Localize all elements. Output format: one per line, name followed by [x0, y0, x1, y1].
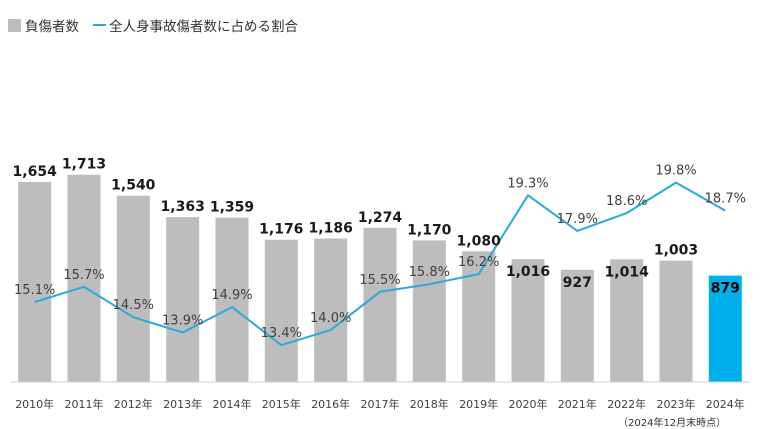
legend-line-swatch — [93, 24, 106, 26]
bar-8 — [412, 240, 446, 382]
percent-label: 13.9% — [162, 314, 203, 329]
x-tick-label: 2017年 — [361, 397, 400, 411]
bar-value-label: 1,363 — [161, 199, 205, 215]
percent-label: 15.8% — [409, 265, 450, 280]
bar-12 — [610, 259, 644, 382]
x-tick-label: 2020年 — [509, 397, 548, 411]
bar-value-label: 1,713 — [62, 157, 106, 173]
x-tick-label: 2023年 — [657, 397, 696, 411]
bar-value-label: 927 — [563, 275, 592, 291]
percent-label: 17.9% — [557, 212, 598, 227]
legend-bar-swatch — [8, 18, 21, 32]
x-tick-label: 2015年 — [262, 397, 301, 411]
percent-label: 15.5% — [359, 273, 400, 288]
bar-9 — [462, 251, 496, 382]
x-tick-label: 2014年 — [213, 397, 252, 411]
bar-11 — [560, 269, 594, 382]
bar-value-label: 1,003 — [654, 243, 698, 259]
percent-line — [34, 181, 726, 347]
bar-value-labels: 1,654 1,713 1,540 1,363 1,359 1,176 1,186 1,274… — [13, 157, 740, 297]
percent-label: 19.8% — [655, 164, 696, 179]
bar-value-label: 1,176 — [259, 222, 303, 238]
x-tick-label: 2010年 — [15, 397, 54, 411]
bar-value-label: 879 — [711, 281, 740, 297]
bar-value-label: 1,170 — [407, 222, 452, 238]
bar-value-label: 1,080 — [457, 233, 502, 249]
x-tick-label: 2011年 — [65, 397, 104, 411]
x-tick-label: 2024年 — [706, 397, 745, 411]
bar-value-label: 1,014 — [605, 264, 650, 280]
legend-line-label: 全人身事故傷者数に占める割合 — [109, 19, 298, 35]
bar-4 — [215, 217, 249, 382]
bar-value-label: 1,016 — [506, 264, 550, 280]
bar-1 — [67, 174, 101, 382]
bar-value-label: 1,359 — [210, 200, 254, 216]
percent-label: 15.7% — [63, 268, 104, 283]
percent-line-series — [34, 181, 726, 347]
bar-6 — [314, 238, 348, 382]
bar-0 — [18, 181, 52, 382]
bar-value-label: 1,186 — [309, 221, 353, 237]
bar-value-label: 1,654 — [13, 164, 58, 180]
bar-13 — [659, 260, 693, 382]
bar-3 — [166, 217, 200, 382]
x-tick-label: 2013年 — [163, 397, 202, 411]
footnote: （2024年12月末時点） — [618, 418, 727, 429]
bar-7 — [363, 227, 397, 382]
bar-14 — [708, 275, 742, 382]
bar-value-label: 1,540 — [111, 178, 156, 194]
percent-labels: 15.1% 15.7% 14.5% 13.9% 14.9% 13.4% 14.0% 15.5%… — [14, 164, 746, 342]
x-tick-label: 2016年 — [311, 397, 350, 411]
legend: 負傷者数 全人身事故傷者数に占める割合 — [8, 14, 298, 36]
legend-bar-label: 負傷者数 — [25, 19, 79, 35]
bar-10 — [511, 259, 545, 382]
percent-label: 14.5% — [113, 298, 154, 313]
x-tick-label: 2022年 — [607, 397, 646, 411]
percent-label: 18.7% — [705, 192, 746, 207]
bar-series — [18, 174, 742, 382]
percent-label: 16.2% — [458, 255, 499, 270]
percent-label: 19.3% — [507, 176, 548, 191]
bar-value-label: 1,274 — [358, 210, 403, 226]
percent-label: 14.9% — [211, 288, 252, 303]
x-tick-label: 2012年 — [114, 397, 153, 411]
percent-label: 18.6% — [606, 194, 647, 209]
percent-label: 14.0% — [310, 311, 351, 326]
bar-2 — [116, 195, 150, 382]
bar-5 — [264, 239, 298, 382]
percent-label: 15.1% — [14, 283, 55, 298]
percent-label: 13.4% — [261, 326, 302, 341]
x-tick-labels: 2010年 2011年 2012年 2013年 2014年 2015年 2016年 2017年… — [15, 397, 745, 411]
x-tick-label: 2019年 — [459, 397, 498, 411]
x-tick-label: 2021年 — [558, 397, 597, 411]
x-tick-label: 2018年 — [410, 397, 449, 411]
